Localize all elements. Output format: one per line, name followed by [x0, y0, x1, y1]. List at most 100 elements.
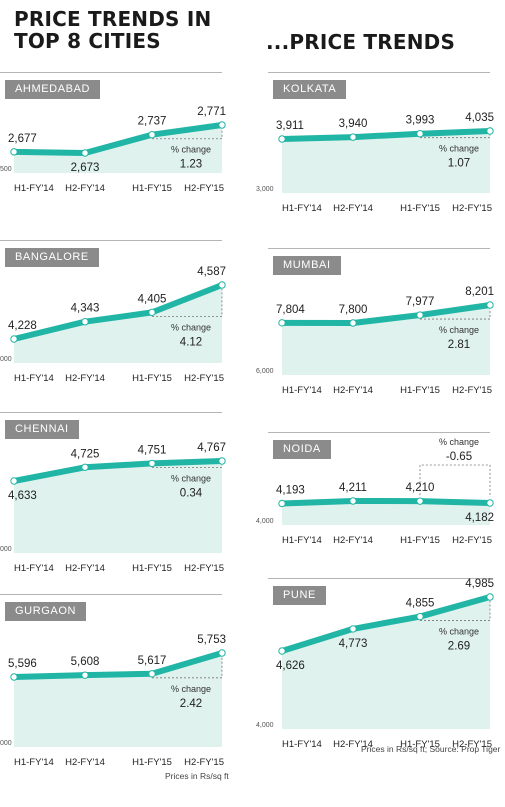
- value-label: 5,608: [71, 656, 100, 668]
- chart-svg: 2,677 2,673 2,737 2,771 H1-FY'14 H2-FY'14 H1-F…: [0, 106, 226, 194]
- city-tag-ahmedabad: AHMEDABAD: [5, 80, 101, 99]
- data-point: [486, 301, 494, 309]
- chart-panel-noida: NOIDA 4,193 4,211 4,210 4,182 H1-FY'14 H2-FY'…: [256, 432, 494, 613]
- y-min-label: 6,000: [256, 368, 274, 375]
- value-label: 4,587: [197, 266, 226, 278]
- value-label: 4,210: [406, 482, 435, 494]
- value-label: 2,677: [8, 133, 37, 145]
- value-label: 4,193: [276, 484, 305, 496]
- area-fill: [14, 461, 222, 553]
- value-label: 3,911: [276, 120, 304, 132]
- change-bracket: [152, 465, 223, 468]
- chart-svg: 7,804 7,800 7,977 8,201 H1-FY'14 H2-FY'14 H1-F…: [256, 286, 494, 396]
- x-tick-label: H2-FY'15: [452, 385, 492, 396]
- y-min-label: 4,000: [256, 518, 274, 525]
- series-line: [279, 594, 493, 654]
- change-bracket: [420, 309, 491, 320]
- data-point: [81, 463, 89, 471]
- value-label: 2,771: [197, 106, 226, 118]
- x-tick-label: H1-FY'15: [132, 757, 172, 768]
- data-point: [148, 670, 156, 678]
- y-min-label: 000: [0, 740, 12, 747]
- chart-svg: 5,596 5,608 5,617 5,753 H1-FY'14 H2-FY'14 H1-F…: [0, 634, 226, 768]
- value-label: 5,617: [138, 655, 167, 667]
- chart-panel-pune: PUNE 4,626 4,773 4,855 4,985 H1-FY'14 H2-FY'1…: [256, 578, 494, 759]
- x-tick-label: H1-FY'14: [14, 757, 54, 768]
- change-value: 0.34: [180, 487, 203, 499]
- value-label: 2,737: [138, 116, 167, 128]
- value-label: 4,228: [8, 320, 37, 332]
- x-tick-label: H2-FY'15: [184, 757, 224, 768]
- x-tick-label: H2-FY'14: [333, 535, 373, 546]
- data-point: [349, 133, 357, 141]
- change-bracket: [419, 464, 491, 497]
- x-tick-label: H2-FY'15: [184, 183, 224, 194]
- value-label: 5,753: [197, 634, 226, 646]
- chart-panel-chennai: CHENNAI 4,633 4,725 4,751 4,767 H1-FY'14 H2-F…: [0, 412, 226, 593]
- data-point: [349, 497, 357, 505]
- value-label: 3,940: [339, 118, 368, 130]
- value-label: 4,626: [276, 660, 305, 672]
- change-value: 2.81: [448, 339, 470, 351]
- city-tag-mumbai: MUMBAI: [273, 256, 341, 275]
- value-label: 4,985: [465, 578, 494, 590]
- value-label: 4,633: [8, 490, 37, 502]
- city-tag-kolkata: KOLKATA: [273, 80, 347, 99]
- area-fill: [14, 285, 222, 363]
- series-line: [11, 458, 225, 484]
- data-point: [10, 148, 18, 156]
- x-tick-label: H1-FY'15: [400, 535, 440, 546]
- data-point: [10, 477, 18, 485]
- x-tick-label: H1-FY'15: [400, 739, 440, 750]
- x-tick-label: H1-FY'15: [132, 373, 172, 384]
- data-point: [349, 625, 357, 633]
- value-label: 4,405: [138, 293, 167, 305]
- y-min-label: 4,000: [256, 722, 274, 729]
- x-tick-label: H1-FY'14: [282, 203, 322, 214]
- chart-svg: 3,911 3,940 3,993 4,035 H1-FY'14 H2-FY'14 H1-F…: [256, 112, 494, 214]
- y-min-label: 000: [0, 356, 12, 363]
- data-point: [486, 593, 494, 601]
- city-tag-gurgaon: GURGAON: [5, 602, 87, 621]
- change-label: % change: [171, 322, 211, 332]
- data-point: [148, 308, 156, 317]
- change-value: 2.69: [448, 641, 470, 653]
- data-point: [218, 121, 226, 129]
- chart-svg: 4,228 4,343 4,405 4,587 H1-FY'14 H2-FY'14 H1-F…: [0, 266, 226, 384]
- chart-panel-mumbai: MUMBAI 7,804 7,800 7,977 8,201 H1-FY'14 H2-FY…: [256, 248, 494, 429]
- x-tick-label: H2-FY'15: [184, 563, 224, 574]
- change-label: % change: [439, 437, 479, 447]
- city-tag-bangalore: BANGALORE: [5, 248, 99, 267]
- chart-panel-kolkata: KOLKATA 3,911 3,940 3,993 4,035 H1-FY'14 H2-F…: [256, 72, 494, 253]
- x-tick-label: H1-FY'15: [400, 203, 440, 214]
- data-point: [416, 497, 424, 505]
- value-label: 5,596: [8, 658, 37, 670]
- data-point: [278, 135, 286, 143]
- data-point: [349, 319, 357, 327]
- change-label: % change: [439, 627, 479, 637]
- data-point: [218, 457, 226, 465]
- value-label: 4,767: [197, 442, 226, 454]
- city-tag-noida: NOIDA: [273, 440, 331, 459]
- x-tick-label: H2-FY'14: [65, 757, 105, 768]
- data-point: [148, 459, 156, 468]
- area-fill: [282, 597, 490, 729]
- x-tick-label: H1-FY'15: [132, 563, 172, 574]
- x-tick-label: H2-FY'14: [333, 203, 373, 214]
- data-point: [81, 149, 89, 157]
- change-label: % change: [171, 684, 211, 694]
- units-note: Prices in Rs/sq ft: [165, 771, 229, 781]
- value-label: 4,725: [71, 448, 100, 460]
- value-label: 4,182: [465, 512, 494, 524]
- series-line: [11, 282, 225, 342]
- x-tick-label: H2-FY'15: [452, 535, 492, 546]
- area-fill: [282, 501, 490, 525]
- value-label: 8,201: [465, 286, 494, 298]
- series-line: [11, 122, 225, 156]
- city-tag-chennai: CHENNAI: [5, 420, 79, 439]
- x-tick-label: H1-FY'15: [132, 183, 172, 194]
- change-value: 1.23: [180, 159, 202, 171]
- data-point: [218, 649, 226, 657]
- value-label: 4,035: [465, 112, 494, 124]
- x-tick-label: H2-FY'15: [184, 373, 224, 384]
